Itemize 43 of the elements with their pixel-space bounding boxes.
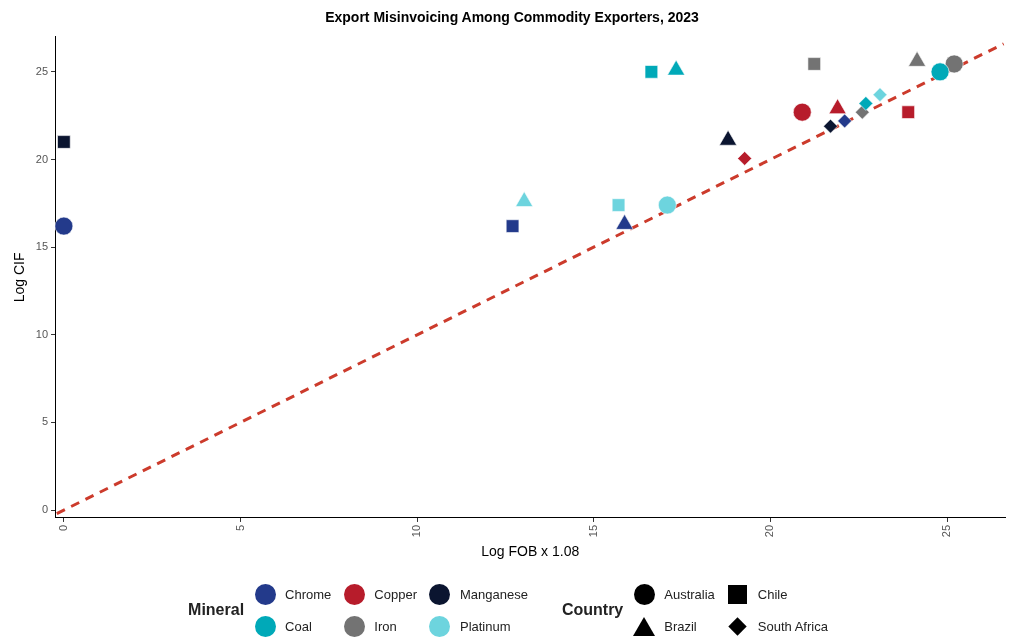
- point: [737, 151, 752, 166]
- x-tick-label: 15: [586, 524, 599, 538]
- point: [611, 198, 626, 212]
- point: [644, 65, 659, 79]
- point: [823, 118, 838, 134]
- legend-label: Coal: [285, 618, 312, 634]
- legend-label: Copper: [374, 586, 417, 602]
- y-axis-title: Log CIF: [11, 252, 28, 303]
- x-tick-label: 10: [410, 524, 423, 538]
- point: [807, 57, 821, 71]
- x-tick-label: 25: [940, 524, 953, 538]
- legend-label: Platinum: [459, 618, 511, 634]
- legend-label: Iron: [374, 618, 397, 634]
- text: South Africa: [757, 618, 828, 634]
- x-axis-title: Log FOB x 1.08: [481, 543, 580, 560]
- point: [930, 62, 950, 82]
- point: [55, 216, 74, 236]
- x-tick-label: 5: [233, 524, 246, 532]
- x-tick-label: 20: [763, 524, 776, 538]
- legend-label: Manganese: [459, 586, 528, 602]
- y-tick-label: 20: [35, 152, 49, 165]
- point: [837, 113, 852, 129]
- y-tick-label: 0: [41, 503, 49, 516]
- y-tick-label: 10: [35, 327, 49, 340]
- point: [944, 54, 964, 74]
- point: [57, 135, 71, 149]
- point: [658, 195, 677, 215]
- point: [792, 102, 812, 122]
- y-tick-label: 15: [35, 240, 49, 253]
- legend-label: Chrome: [285, 586, 332, 602]
- text: Brazil: [664, 618, 697, 634]
- legend-title: Mineral: [188, 601, 245, 619]
- point: [872, 87, 888, 102]
- chart-title: Export Misinvoicing Among Commodity Exporters, 2023: [325, 9, 700, 26]
- y-tick-label: 25: [35, 64, 49, 77]
- point: [505, 219, 520, 233]
- text: Australia: [664, 586, 715, 602]
- point: [901, 105, 915, 119]
- text: Country: [561, 601, 624, 619]
- text: Chile: [757, 586, 788, 602]
- x-tick-label: 0: [56, 524, 69, 532]
- point: [858, 96, 874, 111]
- y-tick-label: 5: [41, 415, 49, 428]
